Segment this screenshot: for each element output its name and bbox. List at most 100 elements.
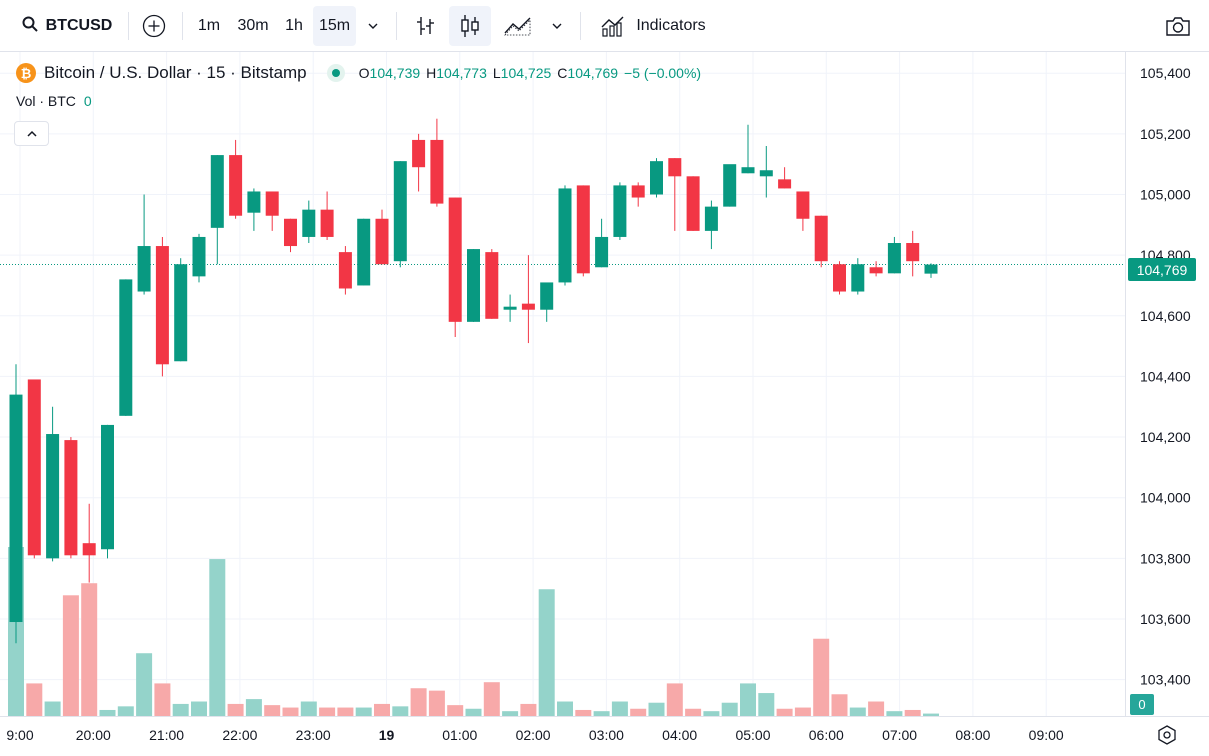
volume-bar [849,707,866,716]
timeframe-1h[interactable]: 1h [285,17,303,34]
volume-bar [209,559,226,716]
chart-pane[interactable] [0,52,1125,716]
candle-body [833,264,846,292]
time-tick-label: 20:00 [76,727,111,743]
volume-bar [483,682,500,716]
volume-bar [666,683,683,716]
bar-style-button[interactable] [408,6,442,46]
candle-body [796,191,810,219]
low-value: 104,725 [500,65,552,81]
compare-button[interactable] [138,6,170,46]
candle-body [192,236,206,277]
symbol-search-button[interactable]: BTCUSD [12,6,122,46]
volume-bar [794,707,811,716]
price-tick-label: 103,600 [1140,611,1191,627]
timeframe-15m[interactable]: 15m [313,6,356,46]
chevron-down-icon [552,23,562,29]
time-tick-label: 09:00 [1029,727,1064,743]
candle-body [229,155,243,216]
timeframe-30m[interactable]: 30m [237,17,269,34]
candle-body [119,279,133,416]
volume-bar [758,693,775,716]
candle-body [357,218,371,286]
candle-body [46,434,60,559]
timeframe-dropdown[interactable] [360,6,386,46]
snapshot-button[interactable] [1160,6,1196,46]
volume-label: Vol · BTC [16,93,76,109]
volume-bar [447,705,464,716]
close-value: 104,769 [567,65,619,81]
volume-bar [264,705,281,716]
toolbar-divider [182,12,183,40]
volume-bar [813,638,830,716]
price-tick-label: 105,000 [1140,187,1191,203]
candle-body [302,209,316,237]
time-tick-label: 22:00 [222,727,257,743]
candle-body [686,176,700,231]
chart-style-dropdown[interactable] [544,6,570,46]
time-tick-label: 03:00 [589,727,624,743]
open-value: 104,739 [369,65,421,81]
price-chart[interactable] [0,52,1125,716]
candle-body [613,185,627,237]
market-open-icon [326,64,345,82]
candle-body [741,167,755,174]
volume-bar [154,683,171,716]
price-tick-label: 104,000 [1140,490,1191,506]
change-value: −5 (−0.00%) [624,65,702,81]
indicators-icon [601,16,624,37]
volume-legend: Vol · BTC 0 [16,93,92,109]
time-tick-label: 05:00 [735,727,770,743]
volume-bar [593,711,610,716]
time-axis[interactable]: 9:00 20:00 21:00 22:00 23:00 19 01:00 02:00 03:0… [0,716,1209,756]
candle-body [155,246,169,365]
volume-bar [685,708,702,716]
price-tick-label: 104,600 [1140,308,1191,324]
price-tick-label: 103,800 [1140,550,1191,566]
candle-body [64,440,78,556]
candle-body [412,139,426,168]
time-tick-label: 01:00 [442,727,477,743]
price-axis-labels: 105,400105,200105,000104,800104,600104,4… [1140,65,1191,687]
volume-bar [923,713,939,716]
candle-body [704,206,718,231]
candle-body [924,264,938,274]
candle-body [778,179,792,189]
add-compare-icon [142,14,166,38]
line-style-button[interactable] [500,6,536,46]
volume-bar [99,709,116,716]
candle-body [631,185,645,198]
candle-body [137,246,151,292]
candle-style-button[interactable] [449,6,491,46]
candle-body [9,394,23,623]
candle-body [467,249,480,322]
candle-body [521,303,535,310]
candle-body [485,252,499,319]
candle-body [174,264,188,362]
timeframe-1m[interactable]: 1m [197,17,221,34]
symbol-label: BTCUSD [45,17,113,34]
volume-bar [44,701,61,716]
volume-bar [117,706,134,716]
volume-bar [245,699,262,716]
candle-body [265,191,279,216]
candle-body [82,543,96,556]
volume-bar [410,688,427,716]
indicators-button[interactable]: Indicators [590,6,716,46]
last-price-label: 104,769 [1128,258,1196,281]
candle-body [814,215,828,262]
candle-body [284,218,297,247]
gear-icon [1158,725,1176,745]
legend-title[interactable]: Bitcoin / U.S. Dollar · 15 · Bitstamp [44,63,307,82]
volume-bar [740,683,756,716]
toolbar-divider [580,12,581,40]
candle-body [393,161,407,262]
ohlc-values: O104,739 H104,773 L104,725 C104,769 −5 (… [359,65,701,81]
candle-body [448,197,462,322]
candle-body [338,252,352,289]
chart-settings-button[interactable] [1156,724,1178,746]
price-tick-label: 105,400 [1140,65,1191,81]
collapse-legend-button[interactable] [14,121,49,146]
volume-bar [721,702,738,716]
price-axis[interactable]: 105,400 105,200 105,000 104,800 104,600 104,4… [1125,52,1209,716]
